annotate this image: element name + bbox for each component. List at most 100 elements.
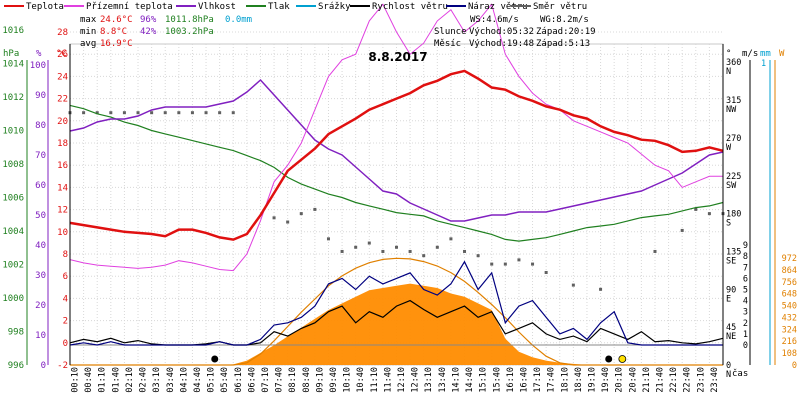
humidity-tick-label: 60 <box>35 181 46 191</box>
temp-tick-label: 0 <box>63 339 68 349</box>
wind-direction-point <box>204 111 208 115</box>
humidity-tick-label: 90 <box>35 91 46 101</box>
wind-direction-point <box>490 262 494 266</box>
hpa-tick-label: 1016 <box>2 26 24 36</box>
wind-direction-point <box>150 111 154 115</box>
legend-label: Srážky <box>318 2 351 12</box>
wind-direction-point <box>653 249 657 253</box>
wind-direction-point <box>313 207 317 211</box>
stat-min-temp: 8.8°C <box>100 27 127 37</box>
temp-tick-label: 14 <box>57 183 68 193</box>
compass-label: E <box>726 294 731 304</box>
x-tick-label: 18:40 <box>574 367 584 393</box>
x-tick-label: 11:10 <box>370 367 380 393</box>
x-tick-label: 06:40 <box>247 367 257 393</box>
direction-tick-label: 0 <box>726 361 731 371</box>
humidity-tick-label: 0 <box>41 361 46 371</box>
stat-avg-label: avg <box>80 39 96 49</box>
temp-tick-label: 28 <box>57 28 68 38</box>
x-axis-label: čas <box>732 368 748 379</box>
humidity-tick-label: 40 <box>35 241 46 251</box>
wind-tick-label: 8 <box>743 252 748 262</box>
wind-direction-point <box>190 111 194 115</box>
legend-label: Přízemní teplota <box>86 2 173 12</box>
solar-tick-label: 216 <box>782 337 797 347</box>
direction-tick-label: 90 <box>726 285 736 295</box>
plot-area <box>68 3 725 366</box>
x-tick-label: 05:40 <box>220 367 230 393</box>
temp-unit-label: °C <box>56 49 67 59</box>
x-tick-label: 03:10 <box>152 367 162 393</box>
x-tick-label: 21:40 <box>656 367 666 393</box>
x-tick-label: 16:10 <box>506 367 516 393</box>
wind-direction-point <box>340 249 344 253</box>
wind-direction-point <box>680 228 684 232</box>
solar-tick-label: 108 <box>782 349 797 359</box>
temp-tick-label: 20 <box>57 117 68 127</box>
compass-label: S <box>726 219 731 229</box>
stat-min-label: min <box>80 27 96 37</box>
stat-max-label: max <box>80 15 97 25</box>
wind-direction-point <box>326 237 330 241</box>
wind-direction-point <box>231 111 235 115</box>
x-tick-label: 05:10 <box>207 367 217 393</box>
direction-tick-label: 180 <box>726 210 741 220</box>
stat-max-rain: 0.0mm <box>225 15 252 25</box>
wind-direction-point <box>122 111 126 115</box>
wind-direction-point <box>163 111 167 115</box>
humidity-tick-label: 80 <box>35 121 46 131</box>
legend-label: Náraz větru <box>468 2 528 12</box>
x-tick-label: 19:40 <box>601 367 611 393</box>
x-tick-label: 09:10 <box>315 367 325 393</box>
hpa-tick-label: 1008 <box>2 160 24 170</box>
series-temperature <box>69 69 724 241</box>
series-ground-temperature <box>69 3 723 272</box>
humidity-unit-label: % <box>36 49 42 59</box>
solar-tick-label: 864 <box>782 266 797 276</box>
wind-direction-point <box>571 283 575 287</box>
compass-label: N <box>726 67 731 77</box>
wind-direction-point <box>449 237 453 241</box>
moonrise-time: Východ:19:48 <box>469 39 534 49</box>
wind-direction-point <box>299 212 303 216</box>
rain-unit-label: mm <box>760 49 771 59</box>
x-tick-label: 07:40 <box>275 367 285 393</box>
temp-tick-label: 10 <box>57 228 68 238</box>
humidity-tick-label: 30 <box>35 271 46 281</box>
x-tick-label: 12:40 <box>411 367 421 393</box>
temp-tick-label: -2 <box>57 361 68 371</box>
x-tick-label: 22:40 <box>683 367 693 393</box>
compass-label: SE <box>726 256 736 266</box>
hpa-unit-label: hPa <box>3 49 19 59</box>
x-tick-label: 01:40 <box>111 367 121 393</box>
stat-min-humidity: 42% <box>140 27 157 37</box>
stat-wind-speed: WS:4.6m/s <box>470 15 519 25</box>
compass-label: N <box>726 370 731 380</box>
x-tick-label: 13:10 <box>424 367 434 393</box>
compass-label: W <box>726 143 732 153</box>
wind-direction-point <box>272 216 276 220</box>
compass-label: SW <box>726 181 737 191</box>
solar-unit-label: W <box>779 49 785 59</box>
sunset-time: Západ:20:19 <box>536 27 596 37</box>
stat-max-temp: 24.6°C <box>100 15 133 25</box>
wind-direction-point <box>503 262 507 266</box>
stat-wind-gust: WG:8.2m/s <box>540 15 589 25</box>
legend-label: Tlak <box>268 2 290 12</box>
wind-direction-point <box>395 245 398 249</box>
temp-tick-label: 2 <box>63 317 68 327</box>
x-tick-label: 06:10 <box>234 367 244 393</box>
x-tick-label: 02:10 <box>125 367 135 393</box>
wind-direction-point <box>435 245 439 249</box>
wind-direction-point <box>694 207 698 211</box>
x-tick-label: 22:10 <box>669 367 679 393</box>
x-tick-label: 00:40 <box>84 367 94 393</box>
solar-tick-label: 0 <box>792 361 797 371</box>
temp-tick-label: 4 <box>63 294 68 304</box>
legend-label: Rychlost větru <box>372 2 448 12</box>
x-tick-label: 20:10 <box>615 367 625 393</box>
direction-tick-label: 270 <box>726 134 741 144</box>
x-tick-label: 03:40 <box>166 367 176 393</box>
series-wind-gust <box>69 260 723 346</box>
wind-direction-point <box>286 220 290 224</box>
